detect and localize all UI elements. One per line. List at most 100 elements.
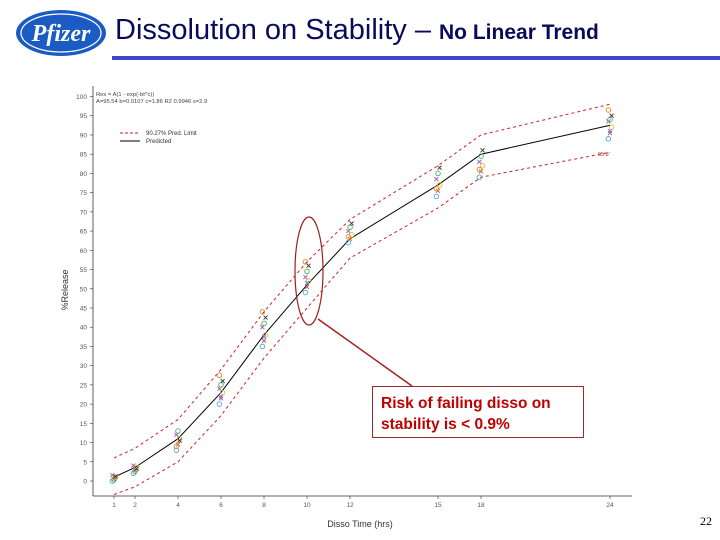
data-point — [112, 474, 119, 480]
data-point — [434, 176, 439, 182]
y-tick-label: 30 — [80, 363, 88, 370]
x-tick-label: 1 — [112, 502, 116, 509]
data-point — [302, 259, 309, 265]
limit-annotation: 95.8 — [598, 152, 609, 158]
y-tick-label: 80 — [80, 171, 88, 178]
predicted-line — [113, 124, 611, 478]
y-tick-label: 15 — [80, 421, 88, 428]
data-point — [477, 159, 482, 165]
data-point — [175, 428, 181, 434]
y-tick-label: 100 — [76, 94, 87, 101]
data-point — [304, 284, 310, 290]
data-point — [220, 378, 225, 384]
page-number: 22 — [700, 514, 712, 528]
data-point — [110, 472, 115, 478]
logo-text: Pfizer — [31, 21, 91, 47]
data-point — [306, 263, 311, 268]
data-point — [302, 289, 309, 296]
y-axis-label: %Release — [60, 269, 70, 310]
y-tick-label: 95 — [80, 113, 88, 120]
data-point — [218, 396, 224, 401]
x-tick-label: 18 — [477, 502, 485, 509]
y-tick-label: 10 — [80, 440, 88, 447]
title-main: Dissolution on Stability — [115, 14, 407, 46]
equation-line: A=95.54 b=0.0107 c=1.86 R2 0.9946 s=2.9 — [96, 99, 207, 105]
callout-line-2: stability is < 0.9% — [381, 416, 510, 433]
callout-pointer — [317, 318, 413, 387]
y-tick-label: 0 — [83, 479, 87, 486]
highlight-ellipse — [294, 216, 324, 326]
data-point — [177, 438, 182, 443]
y-tick-label: 20 — [80, 402, 88, 409]
y-tick-label: 40 — [80, 325, 88, 332]
title-underline — [112, 56, 720, 60]
data-point — [476, 166, 483, 173]
data-point — [218, 394, 224, 399]
data-point — [433, 193, 440, 200]
data-point — [435, 170, 441, 177]
y-tick-label: 5 — [83, 459, 87, 466]
title-sub: No Linear Trend — [439, 21, 599, 44]
data-point — [303, 274, 308, 280]
data-point — [479, 162, 486, 169]
equation-line: Res = A(1 - exp(-bt^c)) — [96, 92, 154, 98]
data-point — [605, 136, 612, 142]
data-point — [134, 466, 139, 472]
y-tick-label: 25 — [80, 382, 88, 389]
data-point — [304, 268, 310, 275]
y-tick-label: 90 — [80, 132, 88, 139]
x-axis-label: Disso Time (hrs) — [327, 519, 393, 529]
legend-label: Predicted — [146, 139, 171, 145]
data-point — [609, 113, 614, 119]
x-tick-label: 10 — [303, 502, 311, 509]
data-point — [304, 280, 310, 286]
data-point — [259, 343, 266, 350]
data-point — [262, 332, 269, 338]
legend-label: 90.27% Pred. Limit — [146, 131, 197, 137]
y-tick-label: 70 — [80, 209, 88, 216]
x-tick-label: 4 — [176, 502, 180, 509]
title-dash: – — [406, 14, 440, 46]
data-point — [433, 186, 440, 192]
risk-callout: Risk of failing disso on stability is < … — [372, 386, 584, 438]
y-tick-label: 45 — [80, 305, 88, 312]
data-point — [345, 234, 352, 240]
lower-prediction-limit-line — [113, 151, 611, 495]
data-point — [478, 153, 484, 159]
x-tick-label: 8 — [262, 502, 266, 509]
data-point — [261, 320, 267, 327]
y-tick-label: 85 — [80, 152, 88, 159]
data-point — [259, 309, 266, 315]
y-tick-label: 75 — [80, 190, 88, 197]
data-point — [605, 107, 612, 113]
x-tick-label: 12 — [346, 502, 354, 509]
page-title: Dissolution on Stability – No Linear Tre… — [115, 14, 599, 47]
pfizer-logo: Pfizer — [16, 10, 106, 56]
upper-prediction-limit-line — [113, 103, 611, 459]
y-tick-label: 35 — [80, 344, 88, 351]
data-point — [349, 221, 354, 226]
data-point — [436, 182, 443, 188]
data-point — [173, 443, 180, 450]
data-point — [173, 447, 180, 453]
data-point — [480, 148, 485, 153]
data-point — [305, 278, 312, 284]
data-point — [216, 401, 223, 407]
data-point — [607, 128, 613, 134]
x-tick-label: 6 — [219, 502, 223, 509]
data-point — [476, 174, 483, 180]
x-tick-label: 24 — [606, 502, 614, 509]
y-tick-label: 65 — [80, 229, 88, 236]
data-point — [216, 372, 223, 379]
y-tick-label: 50 — [80, 286, 88, 293]
data-point — [261, 338, 267, 343]
data-point — [113, 474, 118, 479]
data-point — [263, 315, 268, 320]
logo-oval — [16, 10, 106, 56]
x-tick-label: 15 — [434, 502, 442, 509]
y-tick-label: 60 — [80, 248, 88, 255]
callout-line-1: Risk of failing disso on — [381, 395, 551, 412]
data-point — [261, 334, 267, 340]
data-point — [437, 165, 442, 170]
